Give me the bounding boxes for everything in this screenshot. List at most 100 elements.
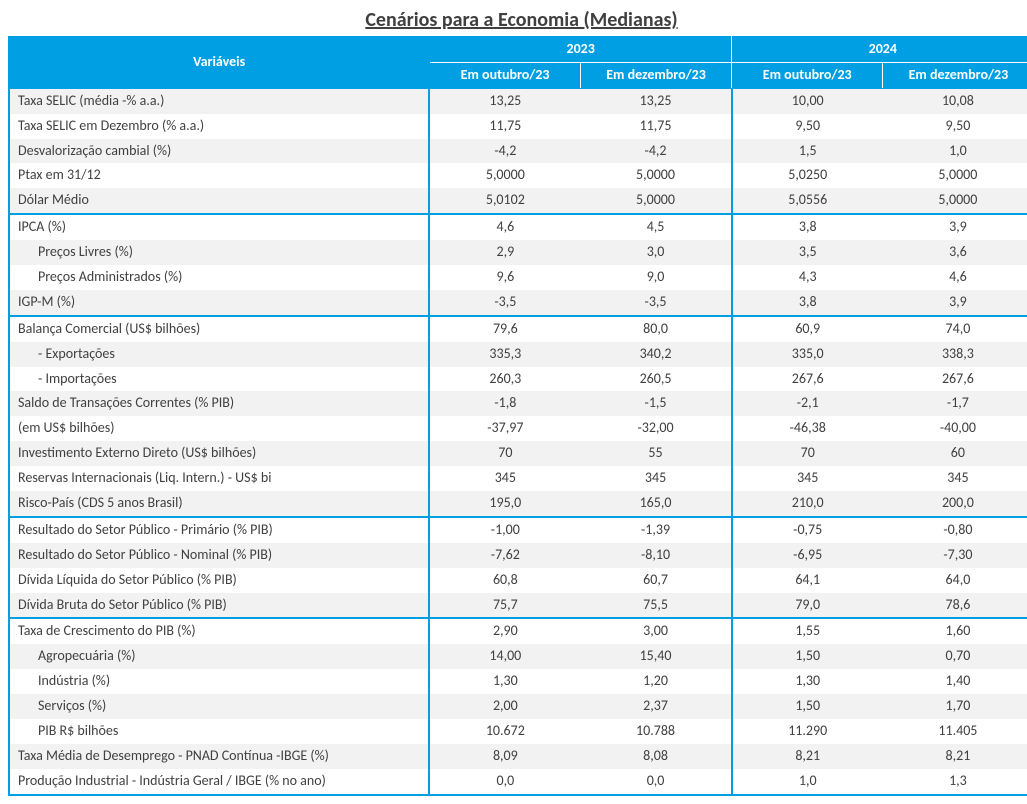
cell-value: 11.290 <box>732 719 883 744</box>
cell-value: 2,00 <box>429 694 580 719</box>
cell-value: 340,2 <box>580 342 731 367</box>
table-row: Risco-País (CDS 5 anos Brasil)195,0165,0… <box>9 491 1027 517</box>
table-row: Desvalorização cambial (%)-4,2-4,21,51,0 <box>9 139 1027 164</box>
cell-value: -2,1 <box>732 391 883 416</box>
cell-value: -46,38 <box>732 416 883 441</box>
row-label: Preços Livres (%) <box>9 240 429 265</box>
table-row: Indústria (%)1,301,201,301,40 <box>9 669 1027 694</box>
row-label: Preços Administrados (%) <box>9 265 429 290</box>
table-row: Produção Industrial - Indústria Geral / … <box>9 769 1027 795</box>
row-label: Resultado do Setor Público - Primário (%… <box>9 517 429 543</box>
cell-value: 3,8 <box>732 214 883 240</box>
col-header-year1: 2023 <box>429 37 731 63</box>
cell-value: 2,37 <box>580 694 731 719</box>
col-header-y1-oct: Em outubro/23 <box>429 62 580 88</box>
row-label: Taxa de Crescimento do PIB (%) <box>9 618 429 644</box>
cell-value: -3,5 <box>580 290 731 316</box>
cell-value: 345 <box>580 466 731 491</box>
cell-value: 5,0000 <box>580 163 731 188</box>
table-row: IPCA (%)4,64,53,83,9 <box>9 214 1027 240</box>
cell-value: 1,60 <box>883 618 1027 644</box>
table-row: Reservas Internacionais (Liq. Intern.) -… <box>9 466 1027 491</box>
cell-value: 55 <box>580 441 731 466</box>
cell-value: 75,7 <box>429 593 580 619</box>
cell-value: 5,0000 <box>883 163 1027 188</box>
cell-value: -8,10 <box>580 543 731 568</box>
cell-value: 1,30 <box>429 669 580 694</box>
table-row: Saldo de Transações Correntes (% PIB)-1,… <box>9 391 1027 416</box>
cell-value: 8,09 <box>429 744 580 769</box>
cell-value: 3,0 <box>580 240 731 265</box>
row-label: Dívida Líquida do Setor Público (% PIB) <box>9 568 429 593</box>
row-label: Agropecuária (%) <box>9 644 429 669</box>
table-row: Dívida Bruta do Setor Público (% PIB)75,… <box>9 593 1027 619</box>
cell-value: 3,00 <box>580 618 731 644</box>
cell-value: 2,9 <box>429 240 580 265</box>
cell-value: 64,1 <box>732 568 883 593</box>
cell-value: 200,0 <box>883 491 1027 517</box>
cell-value: 15,40 <box>580 644 731 669</box>
row-label: PIB R$ bilhões <box>9 719 429 744</box>
row-label: Saldo de Transações Correntes (% PIB) <box>9 391 429 416</box>
row-label: Produção Industrial - Indústria Geral / … <box>9 769 429 795</box>
cell-value: -7,30 <box>883 543 1027 568</box>
cell-value: 165,0 <box>580 491 731 517</box>
page-title: Cenários para a Economia (Medianas) <box>8 8 1027 32</box>
cell-value: 74,0 <box>883 316 1027 342</box>
cell-value: 70 <box>732 441 883 466</box>
cell-value: 0,0 <box>580 769 731 795</box>
table-row: Taxa de Crescimento do PIB (%)2,903,001,… <box>9 618 1027 644</box>
cell-value: -1,00 <box>429 517 580 543</box>
cell-value: 195,0 <box>429 491 580 517</box>
cell-value: 3,5 <box>732 240 883 265</box>
table-row: Resultado do Setor Público - Primário (%… <box>9 517 1027 543</box>
row-label: Dólar Médio <box>9 188 429 214</box>
col-header-y2-oct: Em outubro/23 <box>732 62 883 88</box>
cell-value: 64,0 <box>883 568 1027 593</box>
row-label: Taxa SELIC em Dezembro (% a.a.) <box>9 114 429 139</box>
cell-value: 13,25 <box>580 88 731 113</box>
cell-value: 11,75 <box>429 114 580 139</box>
cell-value: 267,6 <box>732 367 883 392</box>
row-label: IPCA (%) <box>9 214 429 240</box>
table-row: Preços Livres (%)2,93,03,53,6 <box>9 240 1027 265</box>
cell-value: 3,9 <box>883 214 1027 240</box>
col-header-variables: Variáveis <box>9 37 429 89</box>
cell-value: 1,3 <box>883 769 1027 795</box>
table-row: IGP-M (%)-3,5-3,53,83,9 <box>9 290 1027 316</box>
col-header-year2: 2024 <box>732 37 1027 63</box>
cell-value: 80,0 <box>580 316 731 342</box>
cell-value: -6,95 <box>732 543 883 568</box>
row-label: Taxa Média de Desemprego - PNAD Contínua… <box>9 744 429 769</box>
cell-value: 1,50 <box>732 644 883 669</box>
cell-value: -37,97 <box>429 416 580 441</box>
cell-value: -4,2 <box>429 139 580 164</box>
cell-value: 1,0 <box>732 769 883 795</box>
row-label: Balança Comercial (US$ bilhões) <box>9 316 429 342</box>
cell-value: 60,7 <box>580 568 731 593</box>
cell-value: 1,0 <box>883 139 1027 164</box>
cell-value: 335,3 <box>429 342 580 367</box>
table-row: Taxa SELIC em Dezembro (% a.a.)11,7511,7… <box>9 114 1027 139</box>
cell-value: -0,80 <box>883 517 1027 543</box>
table-row: Resultado do Setor Público - Nominal (% … <box>9 543 1027 568</box>
cell-value: 8,21 <box>883 744 1027 769</box>
cell-value: -1,5 <box>580 391 731 416</box>
cell-value: 70 <box>429 441 580 466</box>
cell-value: 11,75 <box>580 114 731 139</box>
cell-value: 210,0 <box>732 491 883 517</box>
cell-value: -1,8 <box>429 391 580 416</box>
table-row: Serviços (%)2,002,371,501,70 <box>9 694 1027 719</box>
cell-value: 1,30 <box>732 669 883 694</box>
cell-value: 10,00 <box>732 88 883 113</box>
cell-value: 5,0102 <box>429 188 580 214</box>
cell-value: 335,0 <box>732 342 883 367</box>
cell-value: 78,6 <box>883 593 1027 619</box>
cell-value: 1,50 <box>732 694 883 719</box>
cell-value: 5,0250 <box>732 163 883 188</box>
row-label: Investimento Externo Direto (US$ bilhões… <box>9 441 429 466</box>
cell-value: 338,3 <box>883 342 1027 367</box>
cell-value: 0,0 <box>429 769 580 795</box>
cell-value: 345 <box>732 466 883 491</box>
table-row: PIB R$ bilhões10.67210.78811.29011.405 <box>9 719 1027 744</box>
